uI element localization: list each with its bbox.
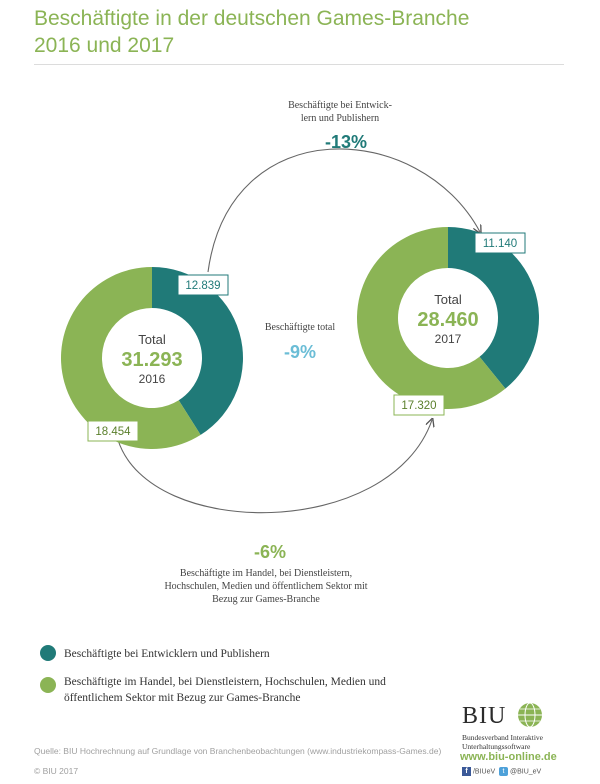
arrow-top xyxy=(207,148,480,273)
total-value-2017: 28.460 xyxy=(417,309,478,331)
donut-2016 xyxy=(60,267,243,450)
donut-slice-2017-other xyxy=(357,227,506,409)
source-note: Quelle: BIU Hochrechnung auf Grundlage v… xyxy=(34,746,442,756)
donut-chart: Total 31.293 2016 Total 28.460 2017 12.8… xyxy=(60,100,540,605)
top-annotation-line1: Beschäftigte bei Entwick- xyxy=(288,100,392,111)
globe-icon xyxy=(518,702,542,728)
value-label-dev-2017: 11.140 xyxy=(483,238,517,250)
donut-slice-2017-developers xyxy=(448,227,540,389)
legend-swatch-teal xyxy=(40,645,56,661)
value-label-dev-2016: 12.839 xyxy=(185,280,220,292)
donut-slice-2016-developers xyxy=(152,267,243,435)
facebook-icon: f xyxy=(462,767,471,776)
logo-text: BIU xyxy=(462,703,507,729)
arrow-bottom xyxy=(117,420,432,514)
donut-slice-2016-other xyxy=(60,267,201,450)
middle-annotation: Beschäftigte total xyxy=(265,322,335,333)
top-change: -13% xyxy=(325,132,367,152)
facebook-handle: /BIUeV xyxy=(472,768,496,776)
top-annotation-line2: lern und Publishern xyxy=(301,113,379,124)
website-link[interactable]: www.biu-online.de xyxy=(460,751,557,763)
twitter-handle: @BIU_eV xyxy=(509,768,542,776)
year-label-2017: 2017 xyxy=(435,332,462,346)
biu-logo: BIU Bundesverband Interaktive Unterhaltu… xyxy=(460,702,572,776)
legend-label-developers: Beschäftigte bei Entwicklern und Publish… xyxy=(64,648,270,660)
chart-title: Beschäftigte in der deutschen Games-Bran… xyxy=(34,7,470,30)
logo-subtitle: Bundesverband Interaktive Unterhaltungss… xyxy=(462,733,544,751)
value-label-other-2017: 17.320 xyxy=(401,400,436,412)
donut-2017 xyxy=(357,227,540,409)
year-label-2016: 2016 xyxy=(139,372,166,386)
value-label-other-2016: 18.454 xyxy=(95,426,131,438)
legend-swatch-green xyxy=(40,677,56,693)
social-links: f /BIUeV t @BIU_eV xyxy=(462,767,541,776)
title-divider xyxy=(34,64,564,65)
copyright: © BIU 2017 xyxy=(34,766,79,776)
middle-change: -9% xyxy=(284,342,316,362)
bottom-annotation-line3: Bezug zur Games-Branche xyxy=(212,594,320,605)
bottom-annotation-line2: Hochschulen, Medien und öffentlichem Sek… xyxy=(164,581,367,592)
chart-subtitle: 2016 und 2017 xyxy=(34,34,175,57)
twitter-icon: t xyxy=(499,767,509,776)
total-label-2017: Total xyxy=(434,292,462,307)
total-label-2016: Total xyxy=(138,332,166,347)
total-value-2016: 31.293 xyxy=(121,349,182,371)
legend-label-other: Beschäftigte im Handel, bei Dienstleiste… xyxy=(64,676,386,704)
bottom-annotation-line1: Beschäftigte im Handel, bei Dienstleiste… xyxy=(180,568,352,579)
bottom-change: -6% xyxy=(254,542,286,562)
